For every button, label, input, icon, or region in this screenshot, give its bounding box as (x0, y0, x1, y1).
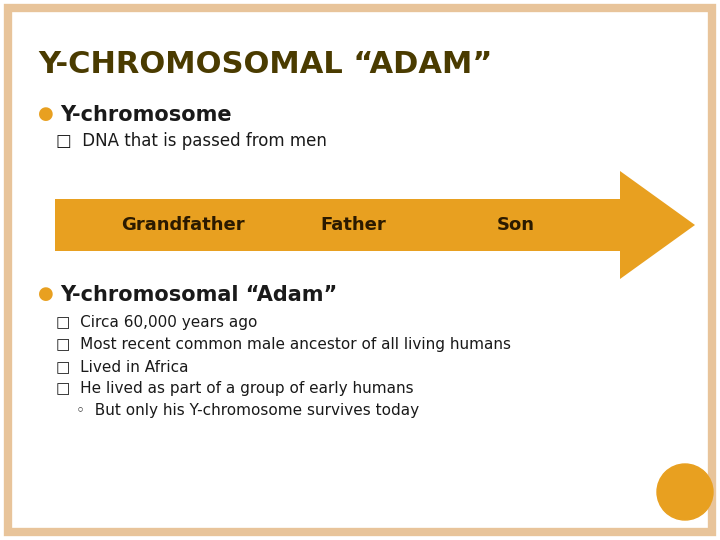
Text: ◦  But only his Y-chromosome survives today: ◦ But only his Y-chromosome survives tod… (76, 403, 419, 418)
Text: □  DNA that is passed from men: □ DNA that is passed from men (56, 132, 327, 150)
FancyBboxPatch shape (8, 8, 712, 532)
Text: Y-chromosome: Y-chromosome (60, 105, 232, 125)
Text: Son: Son (497, 216, 535, 234)
Circle shape (657, 464, 713, 520)
Text: □  He lived as part of a group of early humans: □ He lived as part of a group of early h… (56, 381, 413, 396)
Text: Father: Father (320, 216, 386, 234)
Text: Grandfather: Grandfather (121, 216, 245, 234)
Text: ●: ● (38, 285, 54, 303)
Text: □  Lived in Africa: □ Lived in Africa (56, 359, 189, 374)
Text: Y-​CHROMOSOMAL “ADAM”: Y-​CHROMOSOMAL “ADAM” (38, 50, 492, 79)
Text: Y-chromosomal “Adam”: Y-chromosomal “Adam” (60, 285, 337, 305)
Polygon shape (55, 171, 695, 279)
Text: □  Circa 60,000 years ago: □ Circa 60,000 years ago (56, 315, 257, 330)
Text: □  Most recent common male ancestor of all living humans: □ Most recent common male ancestor of al… (56, 337, 511, 352)
Text: ●: ● (38, 105, 54, 123)
